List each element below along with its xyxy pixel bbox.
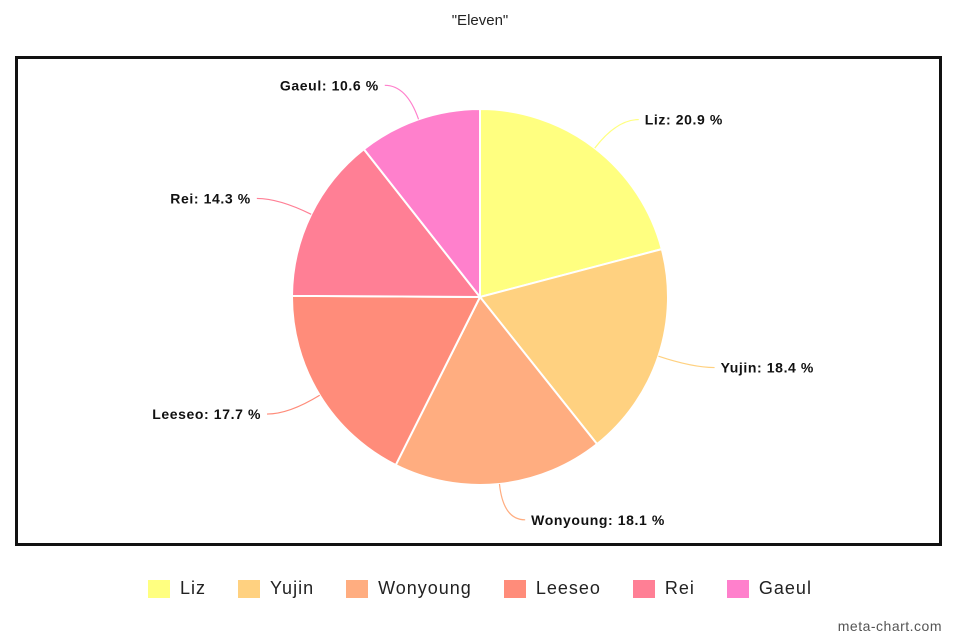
legend-item-liz: Liz [148, 578, 206, 599]
legend-item-leeseo: Leeseo [503, 578, 601, 599]
pie-slice-gaeul [362, 107, 481, 300]
legend-label: Rei [664, 578, 695, 598]
data-label-liz: Liz: 20.9 % [645, 112, 723, 128]
legend-label: Gaeul [758, 578, 812, 598]
watermark-text: meta-chart.com [837, 618, 942, 634]
legend-swatch [726, 579, 749, 598]
chart-title: "Eleven" [451, 12, 509, 29]
legend-swatch [346, 579, 369, 598]
legend-label: Yujin [270, 578, 315, 598]
pie-slice-yujin [478, 247, 669, 446]
chart-legend: Liz Yujin Wonyoung Leeseo Rei Gaeul [0, 578, 960, 599]
legend-swatch [238, 579, 261, 598]
leader-line-leeseo [267, 394, 321, 415]
data-label-leeseo: Leeseo: 17.7 % [152, 406, 261, 422]
data-label-rei: Rei: 14.3 % [170, 190, 251, 206]
data-label-gaeul: Gaeul: 10.6 % [280, 77, 379, 93]
legend-item-yujin: Yujin [238, 578, 314, 599]
data-label-wonyoung: Wonyoung: 18.1 % [531, 512, 665, 528]
legend-label: Wonyoung [378, 578, 472, 598]
leader-line-yujin [658, 355, 715, 369]
pie-slice-leeseo [291, 294, 482, 467]
legend-label: Liz [180, 578, 207, 598]
leader-line-gaeul [384, 84, 420, 120]
leader-line-wonyoung [498, 483, 526, 521]
legend-swatch [632, 579, 655, 598]
legend-swatch [503, 579, 526, 598]
pie-slice-rei [290, 147, 483, 299]
plot-frame [15, 56, 942, 546]
legend-label: Leeseo [535, 578, 601, 598]
data-label-yujin: Yujin: 18.4 % [721, 360, 814, 376]
legend-item-rei: Rei [632, 578, 695, 599]
pie-slice-wonyoung [394, 295, 599, 486]
leader-line-liz [594, 118, 639, 149]
legend-item-gaeul: Gaeul [726, 578, 812, 599]
legend-swatch [148, 579, 171, 598]
pie-slice-liz [479, 107, 664, 299]
legend-item-wonyoung: Wonyoung [346, 578, 472, 599]
leader-line-rei [256, 197, 312, 215]
